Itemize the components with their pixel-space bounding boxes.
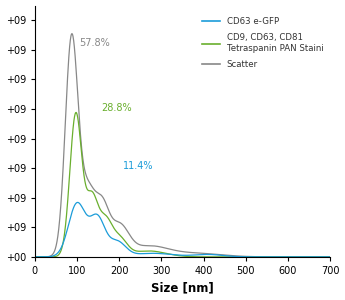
- Scatter: [105, 203, 109, 207]
- CD9, CD63, CD81
Tetraspanin PAN Staini: [328, 255, 332, 259]
- CD63 e-GFP: [273, 255, 277, 259]
- CD9, CD63, CD81
Tetraspanin PAN Staini: [105, 214, 109, 218]
- Scatter: [188, 250, 192, 254]
- Line: Scatter: Scatter: [35, 34, 330, 257]
- CD63 e-GFP: [135, 252, 139, 255]
- Line: CD9, CD63, CD81
Tetraspanin PAN Staini: CD9, CD63, CD81 Tetraspanin PAN Staini: [35, 112, 330, 257]
- Legend: CD63 e-GFP, CD9, CD63, CD81
Tetraspanin PAN Staini, Scatter: CD63 e-GFP, CD9, CD63, CD81 Tetraspanin …: [200, 15, 326, 71]
- Scatter: [169, 248, 174, 251]
- CD9, CD63, CD81
Tetraspanin PAN Staini: [324, 255, 328, 259]
- CD63 e-GFP: [76, 201, 80, 204]
- CD9, CD63, CD81
Tetraspanin PAN Staini: [188, 255, 192, 258]
- CD63 e-GFP: [169, 253, 174, 256]
- CD63 e-GFP: [105, 230, 109, 233]
- Text: 28.8%: 28.8%: [101, 103, 132, 113]
- Scatter: [273, 255, 277, 259]
- CD63 e-GFP: [33, 255, 37, 259]
- CD63 e-GFP: [188, 254, 192, 257]
- Text: 57.8%: 57.8%: [79, 38, 110, 48]
- Scatter: [328, 255, 332, 259]
- X-axis label: Size [nm]: Size [nm]: [151, 281, 214, 294]
- Scatter: [324, 255, 328, 259]
- Scatter: [135, 242, 139, 245]
- CD9, CD63, CD81
Tetraspanin PAN Staini: [74, 111, 78, 114]
- CD63 e-GFP: [324, 255, 328, 259]
- Scatter: [33, 255, 37, 259]
- Scatter: [70, 32, 74, 35]
- CD9, CD63, CD81
Tetraspanin PAN Staini: [135, 249, 139, 253]
- CD9, CD63, CD81
Tetraspanin PAN Staini: [273, 255, 277, 259]
- Text: 11.4%: 11.4%: [124, 161, 154, 171]
- Line: CD63 e-GFP: CD63 e-GFP: [35, 202, 330, 257]
- CD9, CD63, CD81
Tetraspanin PAN Staini: [169, 253, 174, 256]
- CD63 e-GFP: [328, 255, 332, 259]
- CD9, CD63, CD81
Tetraspanin PAN Staini: [33, 255, 37, 259]
